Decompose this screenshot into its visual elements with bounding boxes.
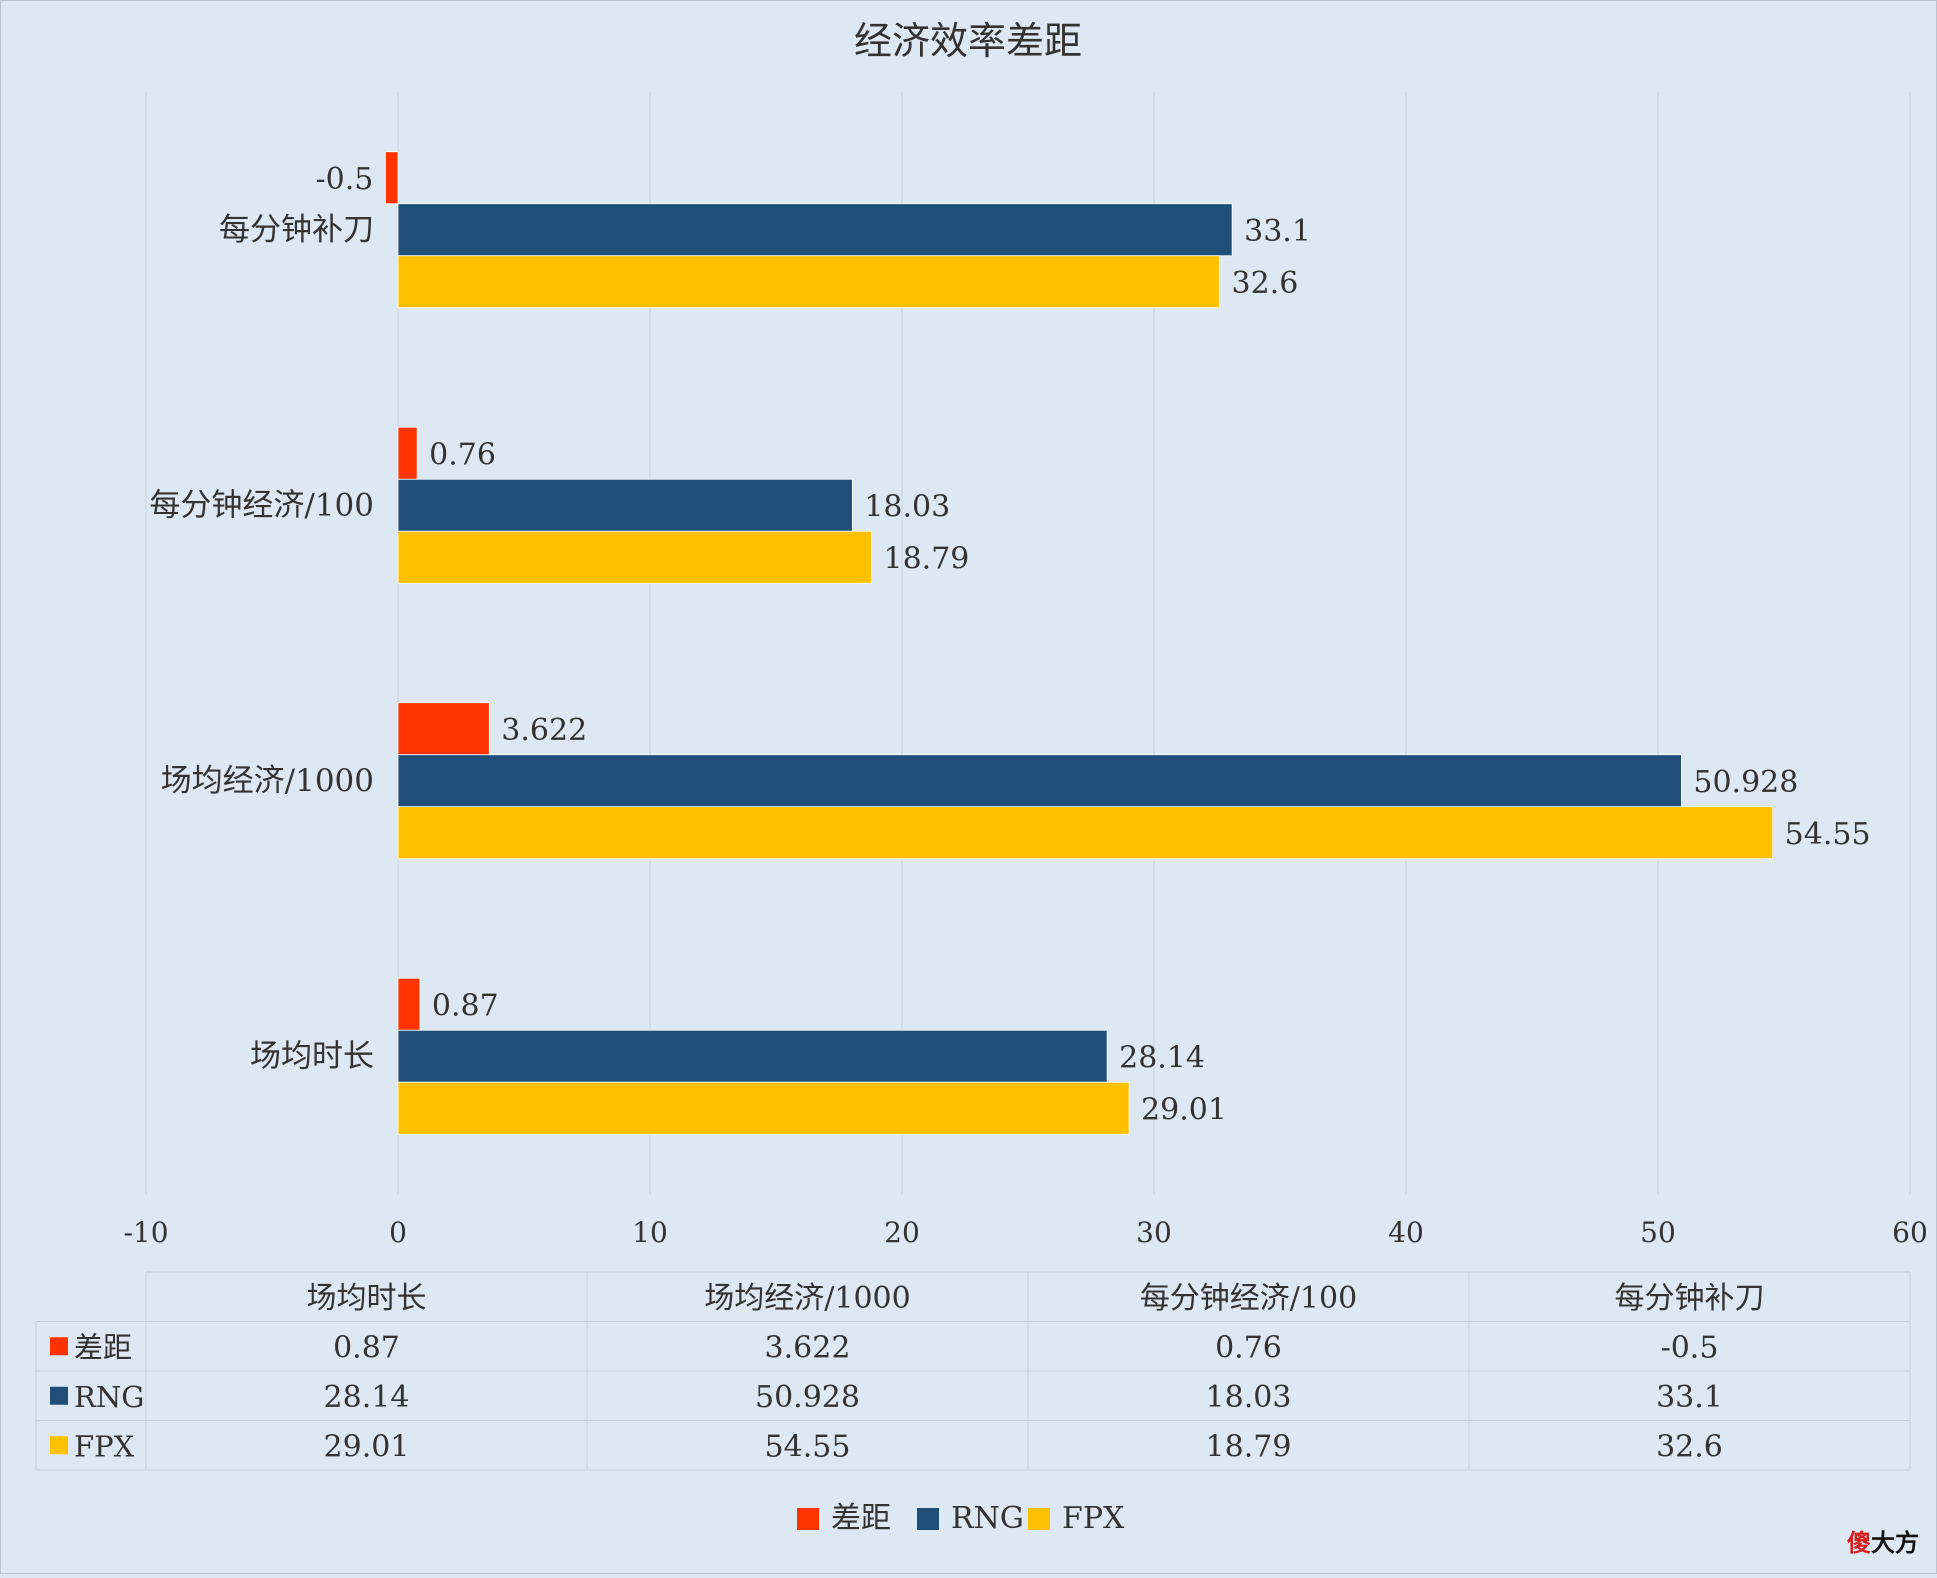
- bar-差距: [397, 426, 418, 480]
- legend-label: FPX: [1062, 1501, 1125, 1536]
- data-label: 0.76: [429, 437, 496, 472]
- table-cell: 18.03: [1206, 1380, 1292, 1415]
- table-cell: 29.01: [324, 1429, 410, 1464]
- chart-title: 经济效率差距: [854, 19, 1082, 63]
- x-tick-label: 0: [389, 1216, 407, 1249]
- table-header-cell: 每分钟补刀: [1615, 1281, 1765, 1316]
- data-label: 54.55: [1785, 817, 1871, 852]
- legend-label: RNG: [951, 1501, 1024, 1536]
- bar-FPX: [397, 806, 1774, 860]
- bar-RNG: [397, 1029, 1108, 1083]
- x-tick-label: -10: [123, 1216, 168, 1249]
- legend-key-FPX: [1028, 1508, 1050, 1530]
- table-header-cell: 每分钟经济/100: [1140, 1281, 1357, 1316]
- table-row-label: RNG: [74, 1380, 144, 1414]
- bar-RNG: [397, 754, 1682, 808]
- data-label: 28.14: [1119, 1040, 1205, 1075]
- data-label: 18.79: [884, 541, 970, 576]
- table-row-label: 差距: [74, 1330, 132, 1364]
- legend-label: 差距: [831, 1501, 891, 1536]
- table-cell: 54.55: [765, 1429, 851, 1464]
- x-tick-label: 20: [884, 1216, 920, 1249]
- y-category-label: 每分钟补刀: [219, 212, 374, 248]
- y-category-label: 场均经济/1000: [161, 763, 374, 799]
- data-label: 33.1: [1244, 214, 1311, 249]
- table-row-label: FPX: [74, 1429, 135, 1463]
- bar-差距: [397, 702, 490, 756]
- bar-RNG: [397, 478, 853, 532]
- table-cell: 0.76: [1215, 1330, 1282, 1365]
- x-tick-label: 10: [632, 1216, 668, 1249]
- watermark-logo: 傻大方: [1847, 1529, 1919, 1557]
- table-legend-key: [50, 1436, 68, 1455]
- table-cell: -0.5: [1661, 1330, 1719, 1365]
- y-category-label: 每分钟经济/100: [149, 487, 374, 523]
- table-cell: 50.928: [755, 1380, 860, 1415]
- data-label: 0.87: [432, 988, 499, 1023]
- table-legend-key: [50, 1337, 68, 1356]
- data-label: 50.928: [1693, 765, 1798, 800]
- table-legend-key: [50, 1386, 68, 1405]
- data-label: 3.622: [501, 713, 587, 748]
- bar-差距: [397, 977, 421, 1031]
- table-cell: 32.6: [1656, 1429, 1723, 1464]
- table-header-cell: 场均经济/1000: [704, 1281, 910, 1316]
- x-tick-label: 60: [1892, 1216, 1928, 1249]
- data-label: 29.01: [1141, 1092, 1227, 1127]
- data-label: 18.03: [864, 489, 950, 524]
- data-label: 32.6: [1232, 266, 1299, 301]
- table-cell: 28.14: [324, 1380, 410, 1415]
- y-category-label: 场均时长: [250, 1038, 374, 1074]
- x-tick-label: 40: [1388, 1216, 1424, 1249]
- table-cell: 33.1: [1656, 1380, 1723, 1415]
- bar-FPX: [397, 530, 872, 584]
- bar-FPX: [397, 1081, 1130, 1135]
- bar-RNG: [397, 203, 1233, 257]
- table-cell: 0.87: [333, 1330, 400, 1365]
- table-header-cell: 场均时长: [307, 1281, 427, 1316]
- data-label: -0.5: [316, 162, 374, 197]
- x-tick-label: 50: [1640, 1216, 1676, 1249]
- table-cell: 18.79: [1206, 1429, 1292, 1464]
- bar-差距: [384, 151, 399, 205]
- x-tick-label: 30: [1136, 1216, 1172, 1249]
- legend-key-RNG: [917, 1508, 939, 1530]
- bar-FPX: [397, 255, 1220, 309]
- table-cell: 3.622: [765, 1330, 851, 1365]
- legend-key-差距: [797, 1508, 819, 1530]
